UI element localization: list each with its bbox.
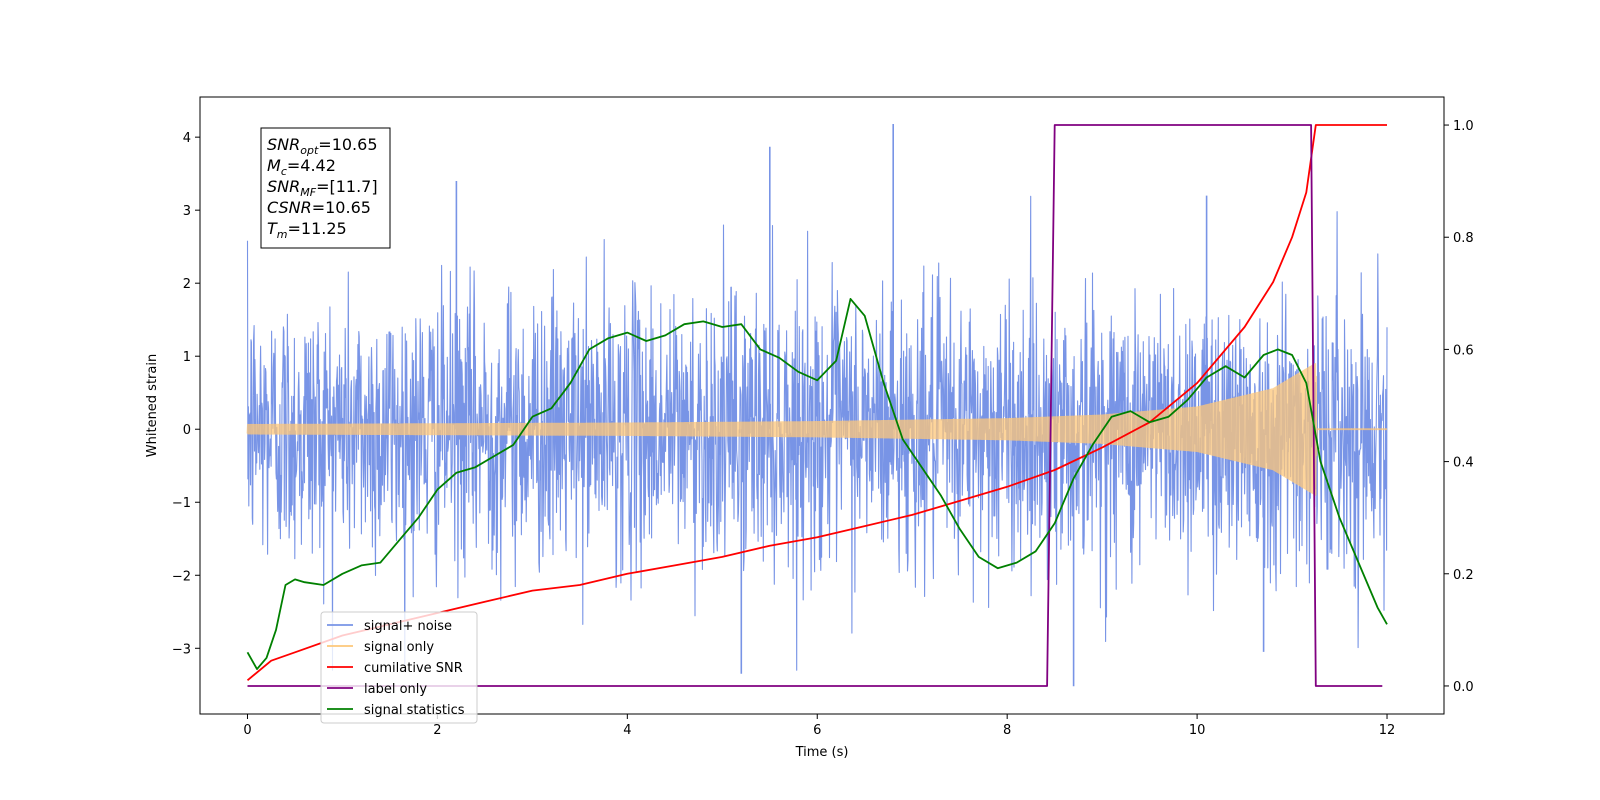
- y-tick-label-7: 4: [183, 131, 191, 146]
- x-tick-label-0: 0: [243, 723, 251, 738]
- annotation-line-4: Tm=11.25: [267, 219, 347, 241]
- y-tick-label-5: 2: [183, 277, 191, 292]
- x-tick-label-3: 6: [813, 723, 821, 738]
- y-right-tick-label-1: 0.2: [1453, 568, 1474, 583]
- x-axis-label: Time (s): [795, 745, 849, 760]
- y-right-tick-label-0: 0.0: [1453, 680, 1474, 695]
- series-line-1: [246, 363, 1388, 496]
- annotation-line-0: SNRopt=10.65: [267, 135, 378, 157]
- y-right-tick-label-5: 1.0: [1453, 119, 1474, 134]
- y-tick-label-1: −2: [172, 569, 191, 584]
- y-tick-label-6: 3: [183, 204, 191, 219]
- x-tick-label-5: 10: [1189, 723, 1206, 738]
- legend-label-2: cumilative SNR: [364, 661, 463, 676]
- legend: signal+ noise signal only cumilative SNR la…: [320, 611, 478, 724]
- x-tick-label-2: 4: [623, 723, 631, 738]
- y-tick-label-0: −3: [172, 642, 191, 657]
- y-tick-label-2: −1: [172, 496, 191, 511]
- annotation-line-1: Mc=4.42: [267, 156, 336, 178]
- series-line-4: [246, 298, 1388, 670]
- legend-label-4: signal statistics: [364, 703, 465, 718]
- annotation-frame: [260, 127, 391, 249]
- x-tick-label-6: 12: [1379, 723, 1396, 738]
- legend-frame: [320, 611, 478, 724]
- plot-area: [246, 124, 1388, 687]
- legend-label-0: signal+ noise: [364, 619, 452, 634]
- x-tick-label-1: 2: [433, 723, 441, 738]
- y-right-tick-label-4: 0.8: [1453, 231, 1474, 246]
- x-tick-label-4: 8: [1003, 723, 1011, 738]
- annotation-line-3: CSNR=10.65: [267, 198, 371, 217]
- annotation-box: SNRopt=10.65Mc=4.42SNRMF=[11.7]CSNR=10.6…: [260, 127, 391, 249]
- series-line-3: [247, 124, 1383, 687]
- legend-label-3: label only: [364, 682, 427, 697]
- series-peaks-0: [455, 124, 1265, 687]
- y-right-tick-label-3: 0.6: [1453, 343, 1474, 358]
- legend-label-1: signal only: [364, 640, 434, 655]
- y-axis-label: Whitened strain: [145, 354, 160, 457]
- plot-frame: [199, 96, 1445, 715]
- y-tick-label-4: 1: [183, 350, 191, 365]
- annotation-line-2: SNRMF=[11.7]: [267, 177, 378, 199]
- y-right-tick-label-2: 0.4: [1453, 456, 1474, 471]
- y-tick-label-3: 0: [183, 423, 191, 438]
